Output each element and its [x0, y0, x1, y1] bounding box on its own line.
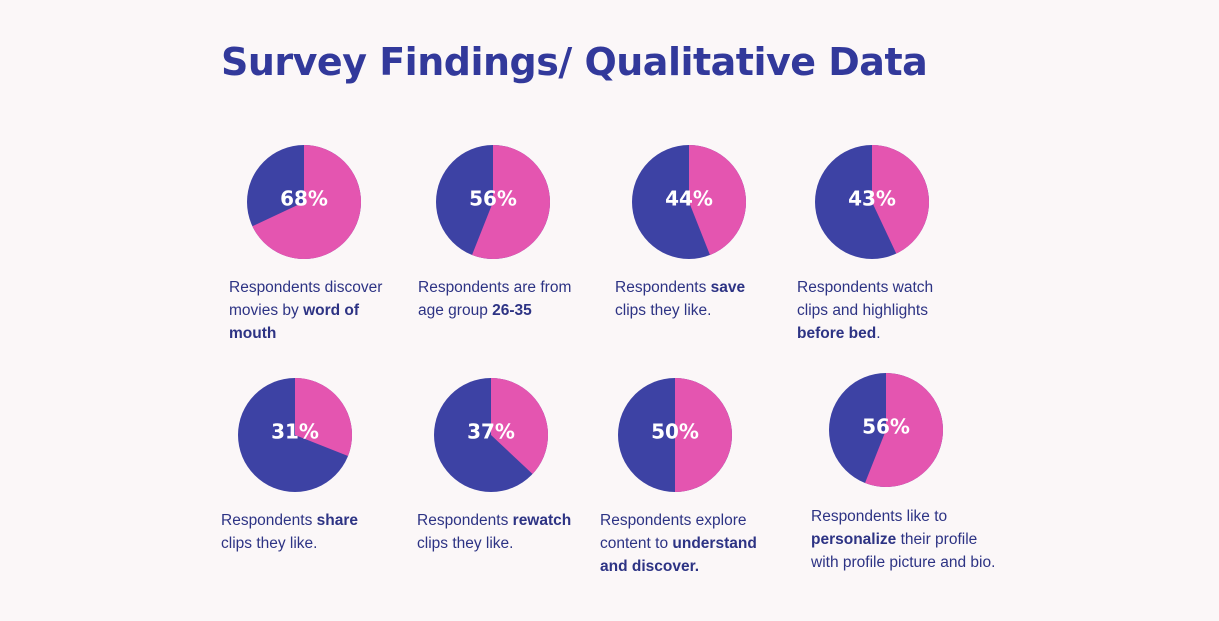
- pie-slice-value: [872, 145, 929, 254]
- caption-emphasis: rewatch: [512, 512, 572, 529]
- caption-personalize-profile: Respondents like to personalize their pr…: [811, 505, 996, 574]
- caption-word-of-mouth: Respondents discover movies by word of m…: [229, 276, 409, 345]
- caption-text: clips they like.: [221, 535, 318, 552]
- caption-emphasis: before bed: [797, 325, 877, 342]
- caption-text: Respondents watch clips and highlights: [797, 279, 934, 319]
- pie-slice-value: [491, 378, 548, 475]
- pie-slice-value: [675, 378, 732, 492]
- pie-slice-value: [295, 378, 352, 456]
- pie-slice-value: [865, 373, 943, 487]
- caption-emphasis: understand and discover.: [600, 535, 757, 575]
- pie-chart-personalize-profile: 56%: [829, 373, 943, 487]
- pie-slice-value: [472, 145, 550, 259]
- caption-emphasis: word of mouth: [229, 302, 360, 342]
- caption-emphasis: 26-35: [492, 302, 532, 319]
- caption-text: clips they like.: [417, 535, 514, 552]
- pie-percent-label: 50%: [651, 420, 699, 444]
- caption-age-group: Respondents are from age group 26-35: [418, 276, 598, 322]
- caption-save-clips: Respondents save clips they like.: [615, 276, 775, 322]
- caption-explore-content: Respondents explore content to understan…: [600, 509, 780, 578]
- caption-text: their profile with profile picture and b…: [811, 531, 996, 571]
- pie-percent-label: 43%: [848, 187, 896, 211]
- pie-chart-word-of-mouth: 68%: [247, 145, 361, 259]
- pie-percent-label: 37%: [467, 420, 515, 444]
- caption-share-clips: Respondents share clips they like.: [221, 509, 391, 555]
- caption-text: Respondents discover movies by: [229, 279, 383, 319]
- pie-chart-before-bed: 43%: [815, 145, 929, 259]
- caption-text: Respondents: [417, 512, 513, 529]
- caption-emphasis: share: [316, 512, 359, 529]
- pie-percent-label: 31%: [271, 420, 319, 444]
- caption-emphasis: save: [710, 279, 746, 296]
- caption-text: .: [876, 325, 881, 342]
- pie-percent-label: 44%: [665, 187, 713, 211]
- caption-emphasis: personalize: [811, 531, 897, 548]
- pie-slice-value: [689, 145, 746, 255]
- caption-text: Respondents: [221, 512, 317, 529]
- pie-percent-label: 56%: [862, 415, 910, 439]
- caption-text: Respondents: [615, 279, 711, 296]
- caption-text: Respondents like to: [811, 508, 948, 525]
- pie-percent-label: 68%: [280, 187, 328, 211]
- page-title: Survey Findings/ Qualitative Data: [221, 40, 928, 84]
- caption-text: Respondents are from age group: [418, 279, 572, 319]
- pie-chart-share-clips: 31%: [238, 378, 352, 492]
- caption-rewatch-clips: Respondents rewatch clips they like.: [417, 509, 597, 555]
- pie-slice-value: [252, 145, 361, 259]
- caption-text: Respondents explore content to: [600, 512, 747, 552]
- pie-chart-age-group: 56%: [436, 145, 550, 259]
- pie-percent-label: 56%: [469, 187, 517, 211]
- caption-text: clips they like.: [615, 302, 712, 319]
- pie-chart-explore-content: 50%: [618, 378, 732, 492]
- caption-before-bed: Respondents watch clips and highlights b…: [797, 276, 957, 345]
- pie-chart-rewatch-clips: 37%: [434, 378, 548, 492]
- pie-chart-save-clips: 44%: [632, 145, 746, 259]
